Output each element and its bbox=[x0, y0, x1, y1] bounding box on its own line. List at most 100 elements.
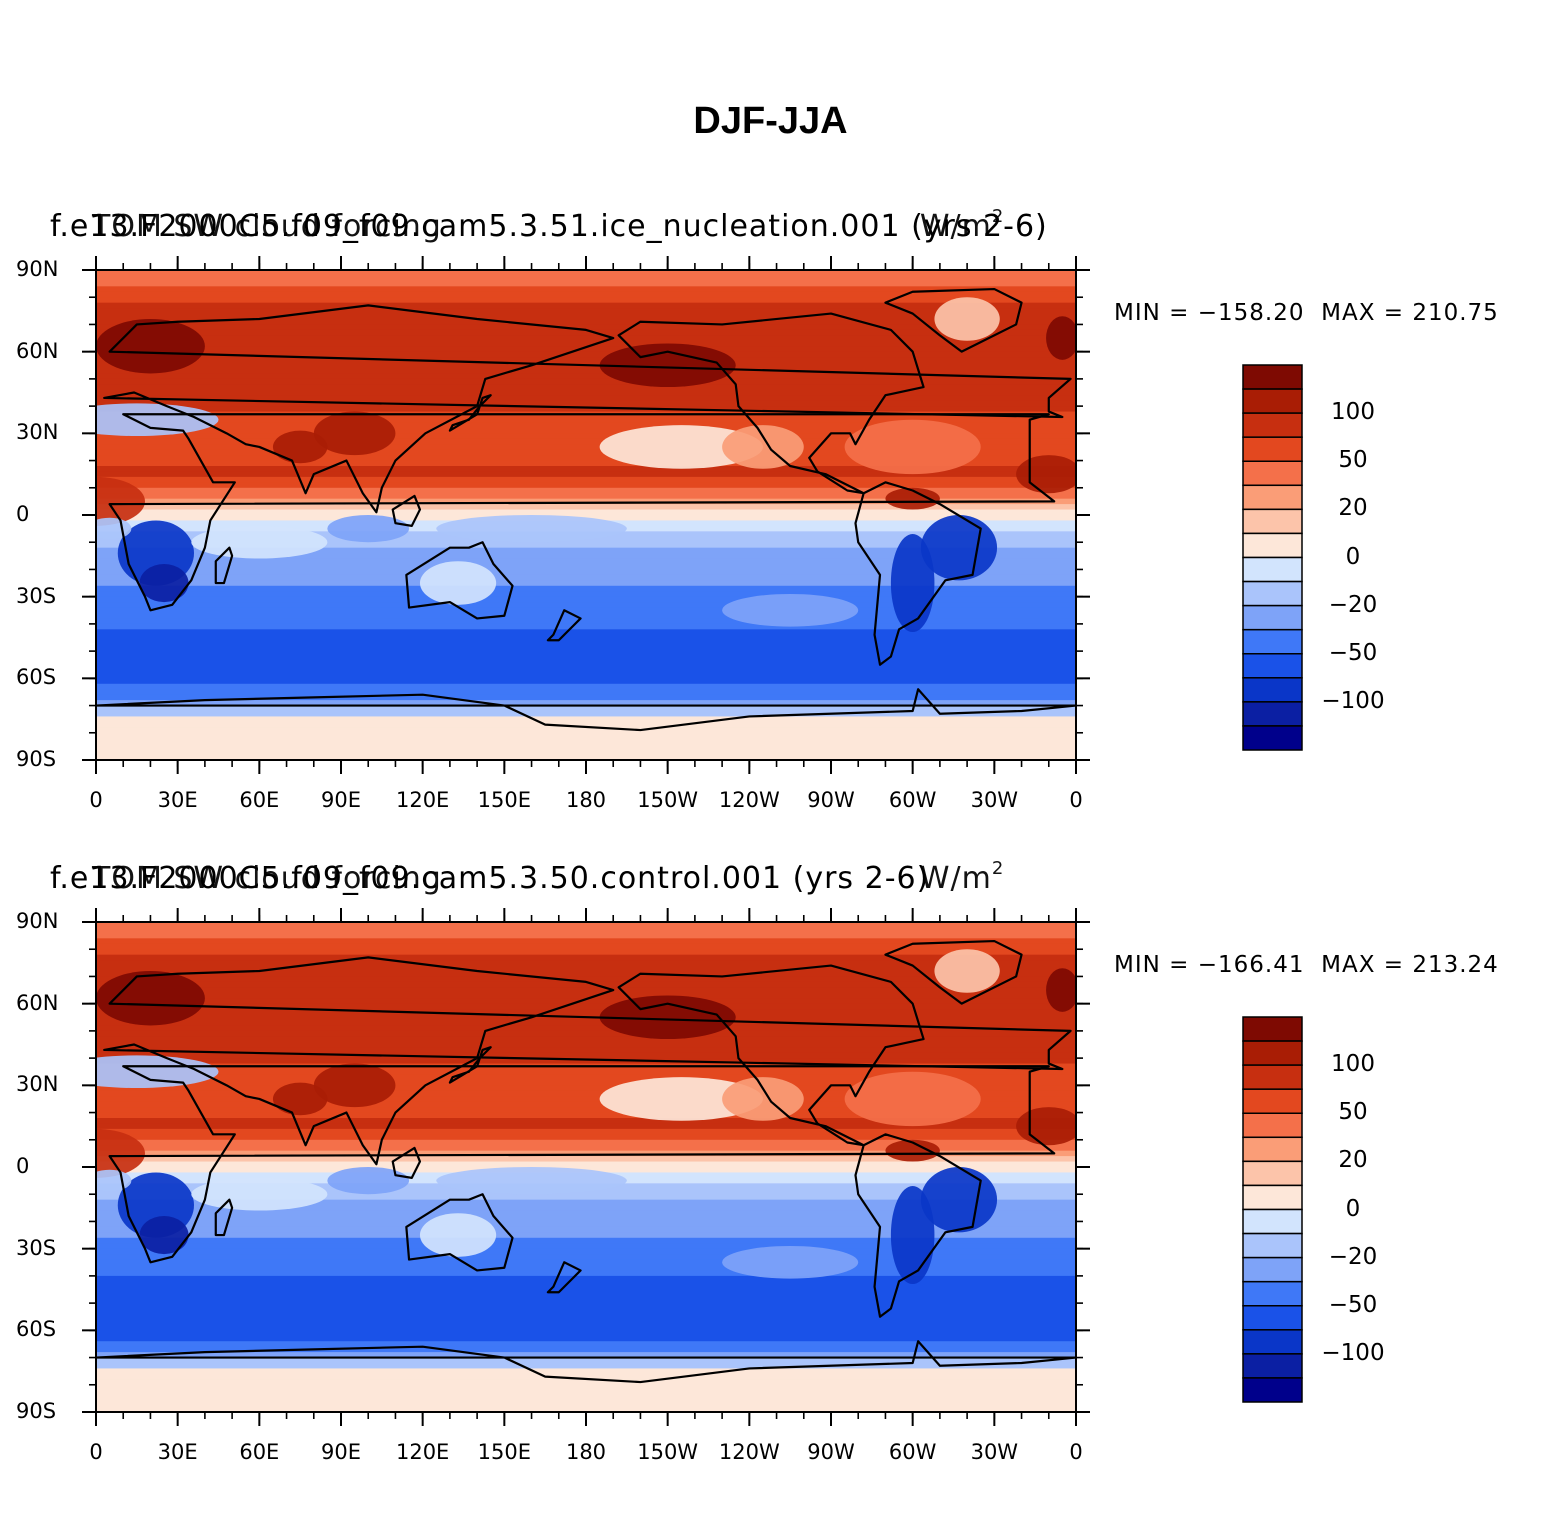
colorbar-box bbox=[1242, 604, 1303, 631]
latitude-band bbox=[96, 1074, 1076, 1081]
latitude-band bbox=[96, 640, 1076, 647]
latitude-band bbox=[96, 949, 1076, 956]
latitude-band bbox=[96, 976, 1076, 983]
colorbar-label: −50 bbox=[1328, 639, 1378, 666]
lat-tick-label: 90S bbox=[16, 747, 57, 771]
variable-name: TOM SW cloud forcing bbox=[92, 209, 442, 244]
lon-tick-label: 120W bbox=[718, 1440, 780, 1464]
latitude-band bbox=[96, 1346, 1076, 1353]
colorbar-label: −100 bbox=[1321, 687, 1385, 714]
latitude-band bbox=[96, 1101, 1076, 1108]
latitude-band bbox=[96, 618, 1076, 625]
latitude-band bbox=[96, 1275, 1076, 1282]
latitude-band bbox=[96, 1390, 1076, 1397]
contour-region bbox=[139, 564, 189, 603]
africa-outline bbox=[108, 413, 1056, 612]
latitude-band bbox=[96, 564, 1076, 571]
borneo-outline bbox=[391, 494, 422, 527]
latitude-band bbox=[96, 1270, 1076, 1277]
contour-region bbox=[890, 534, 935, 633]
latitude-band bbox=[96, 1156, 1076, 1163]
latitude-band bbox=[96, 1079, 1076, 1086]
latitude-band bbox=[96, 943, 1076, 950]
latitude-band bbox=[96, 357, 1076, 364]
latitude-band bbox=[96, 705, 1076, 712]
colorbar-box bbox=[1242, 556, 1303, 583]
latitude-band bbox=[96, 1297, 1076, 1304]
lat-tick-label: 60S bbox=[16, 665, 57, 690]
colorbar-box bbox=[1242, 436, 1303, 462]
latitude-band bbox=[96, 286, 1076, 293]
latitude-band bbox=[96, 683, 1076, 690]
lon-tick-label: 60E bbox=[239, 1440, 280, 1464]
colorbar-box bbox=[1242, 701, 1303, 727]
contour-region bbox=[96, 517, 132, 540]
contour-region bbox=[272, 430, 328, 464]
latitude-band bbox=[96, 721, 1076, 728]
latitude-band bbox=[96, 329, 1076, 336]
contour-region bbox=[191, 1177, 328, 1211]
contour-region bbox=[722, 425, 804, 469]
latitude-band bbox=[96, 749, 1076, 756]
colorbar-label: 20 bbox=[1338, 1147, 1368, 1174]
contour-region bbox=[599, 343, 736, 388]
latitude-band bbox=[96, 1308, 1076, 1315]
colorbar-box bbox=[1242, 1353, 1303, 1379]
units-superscript: 2 bbox=[991, 206, 1005, 227]
latitude-band bbox=[96, 536, 1076, 543]
units-label: W/m bbox=[919, 209, 992, 244]
latitude-band bbox=[96, 1216, 1076, 1223]
contour-region bbox=[327, 515, 410, 543]
latitude-band bbox=[96, 1188, 1076, 1195]
latitude-band bbox=[96, 1025, 1076, 1032]
lat-tick-label: 30S bbox=[16, 583, 57, 608]
units-label: W/m bbox=[919, 861, 992, 896]
borneo-outline bbox=[391, 1146, 422, 1179]
new-zealand-outline bbox=[546, 609, 582, 642]
antarctica-outline bbox=[96, 688, 1076, 732]
units-superscript: 2 bbox=[991, 858, 1005, 879]
contour-field bbox=[96, 922, 1076, 1412]
latitude-band bbox=[96, 291, 1076, 298]
north-america-outline bbox=[617, 964, 925, 1147]
contour-region bbox=[885, 1139, 940, 1162]
lon-tick-label: 90E bbox=[321, 1440, 361, 1464]
latitude-band bbox=[96, 672, 1076, 679]
antarctica-outline bbox=[96, 1340, 1076, 1384]
colorbar-box bbox=[1242, 412, 1303, 438]
latitude-band bbox=[96, 324, 1076, 331]
colorbar-box bbox=[1242, 1112, 1303, 1139]
latitude-band bbox=[96, 471, 1076, 478]
latitude-band bbox=[96, 987, 1076, 994]
latitude-band bbox=[96, 1357, 1076, 1364]
latitude-band bbox=[96, 1395, 1076, 1402]
latitude-band bbox=[96, 1123, 1076, 1130]
latitude-band bbox=[96, 678, 1076, 685]
contour-field bbox=[96, 270, 1076, 760]
lon-tick-label: 0 bbox=[89, 1440, 103, 1464]
latitude-band bbox=[96, 351, 1076, 358]
colorbar-box bbox=[1242, 1064, 1303, 1090]
japan-outline bbox=[448, 394, 492, 432]
contour-region bbox=[844, 419, 981, 475]
latitude-band bbox=[96, 1248, 1076, 1255]
colorbar-box bbox=[1242, 1136, 1303, 1163]
colorbar-box bbox=[1242, 725, 1303, 751]
contour-region bbox=[722, 1077, 804, 1121]
contour-region bbox=[436, 515, 627, 543]
contour-region bbox=[313, 411, 396, 456]
latitude-band bbox=[96, 1139, 1076, 1146]
lat-tick-label: 60S bbox=[16, 1317, 57, 1342]
latitude-band bbox=[96, 275, 1076, 282]
greenland-outline bbox=[884, 939, 1023, 1005]
latitude-band bbox=[96, 623, 1076, 630]
lon-tick-label: 120W bbox=[718, 788, 780, 812]
latitude-band bbox=[96, 1112, 1076, 1119]
latitude-band bbox=[96, 449, 1076, 456]
colorbar-box bbox=[1242, 1040, 1303, 1066]
contour-region bbox=[599, 995, 736, 1040]
contour-region bbox=[96, 1169, 132, 1192]
latitude-band bbox=[96, 922, 1076, 929]
latitude-band bbox=[96, 1406, 1076, 1412]
latitude-band bbox=[96, 1096, 1076, 1103]
